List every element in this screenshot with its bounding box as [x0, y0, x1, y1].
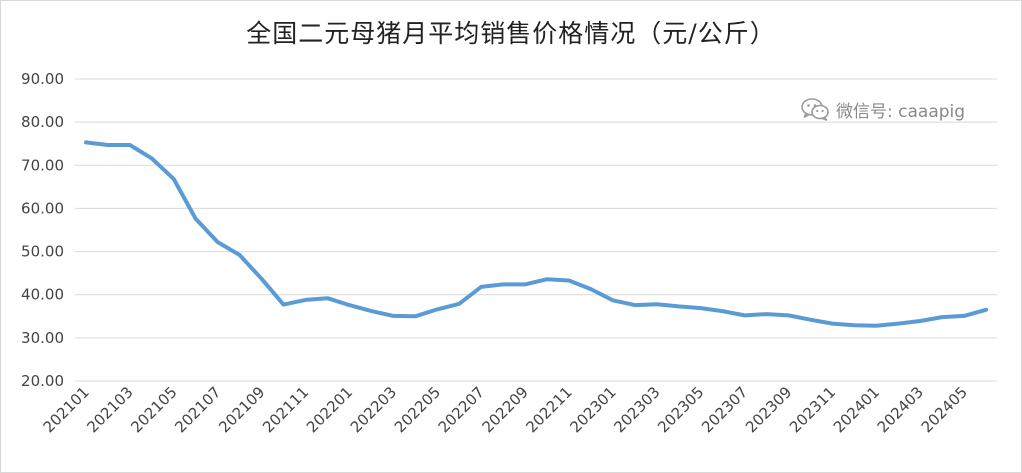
- data-point: [633, 303, 637, 307]
- data-point: [765, 312, 769, 316]
- data-point: [172, 177, 176, 181]
- x-tick-label: 202305: [654, 383, 707, 436]
- data-point: [808, 318, 812, 322]
- data-point: [721, 309, 725, 313]
- data-point: [940, 315, 944, 319]
- data-point: [413, 314, 417, 318]
- y-tick-label: 50.00: [21, 243, 64, 261]
- y-tick-label: 20.00: [21, 372, 64, 390]
- data-point: [84, 140, 88, 144]
- y-tick-label: 80.00: [21, 113, 64, 131]
- x-tick-label: 202105: [127, 383, 180, 436]
- x-tick-label: 202401: [830, 383, 883, 436]
- data-point: [194, 217, 198, 221]
- x-tick-label: 202209: [479, 383, 532, 436]
- data-point: [106, 143, 110, 147]
- data-point: [238, 253, 242, 257]
- series-layer: [84, 140, 988, 328]
- x-tick-label: 202301: [566, 383, 619, 436]
- data-point: [545, 277, 549, 281]
- data-point: [347, 303, 351, 307]
- gridlines: [75, 78, 997, 382]
- data-point: [567, 278, 571, 282]
- watermark: 微信号: caaapig: [800, 96, 965, 122]
- data-point: [369, 309, 373, 313]
- data-point: [852, 323, 856, 327]
- data-point: [589, 287, 593, 291]
- x-tick-label: 202103: [83, 383, 136, 436]
- data-point: [216, 240, 220, 244]
- data-point: [325, 296, 329, 300]
- chart-title: 全国二元母猪月平均销售价格情况（元/公斤）: [246, 19, 776, 48]
- data-point: [523, 282, 527, 286]
- wechat-icon: [801, 98, 829, 121]
- data-point: [611, 298, 615, 302]
- x-tick-label: 202211: [523, 383, 576, 436]
- x-tick-label: 202201: [303, 383, 356, 436]
- x-tick-label: 202403: [874, 383, 927, 436]
- data-point: [260, 277, 264, 281]
- data-point: [896, 322, 900, 326]
- x-tick-label: 202207: [435, 383, 488, 436]
- y-axis-tick-labels: 20.00 30.00 40.00 50.00 60.00 70.00 80.00 90.00: [21, 70, 64, 390]
- x-tick-label: 202101: [40, 383, 93, 436]
- x-tick-label: 202309: [742, 383, 795, 436]
- y-tick-label: 30.00: [21, 329, 64, 347]
- data-point: [435, 307, 439, 311]
- data-point: [391, 314, 395, 318]
- x-tick-label: 202311: [786, 383, 839, 436]
- data-point: [128, 143, 132, 147]
- y-tick-label: 90.00: [21, 70, 64, 88]
- data-point: [501, 282, 505, 286]
- y-tick-label: 60.00: [21, 199, 64, 217]
- y-tick-label: 70.00: [21, 156, 64, 174]
- x-tick-label: 202203: [347, 383, 400, 436]
- data-point: [282, 303, 286, 307]
- y-tick-label: 40.00: [21, 286, 64, 304]
- data-point: [479, 285, 483, 289]
- data-point: [677, 304, 681, 308]
- data-point: [830, 322, 834, 326]
- data-point: [655, 302, 659, 306]
- data-point: [743, 313, 747, 317]
- data-point: [786, 313, 790, 317]
- x-axis-tick-labels: 2021012021032021052021072021092021112022…: [40, 383, 971, 436]
- data-point: [874, 324, 878, 328]
- x-tick-label: 202405: [918, 383, 971, 436]
- data-point: [699, 306, 703, 310]
- x-tick-label: 202307: [698, 383, 751, 436]
- watermark-text: 微信号: caaapig: [836, 101, 966, 122]
- series-line: [84, 140, 988, 328]
- data-point: [457, 302, 461, 306]
- x-tick-label: 202109: [215, 383, 268, 436]
- data-point: [150, 156, 154, 160]
- data-point: [984, 308, 988, 312]
- x-tick-label: 202107: [171, 383, 224, 436]
- x-tick-label: 202205: [391, 383, 444, 436]
- x-tick-label: 202111: [259, 383, 312, 436]
- data-point: [962, 314, 966, 318]
- data-point: [304, 298, 308, 302]
- x-tick-label: 202303: [610, 383, 663, 436]
- data-point: [918, 319, 922, 323]
